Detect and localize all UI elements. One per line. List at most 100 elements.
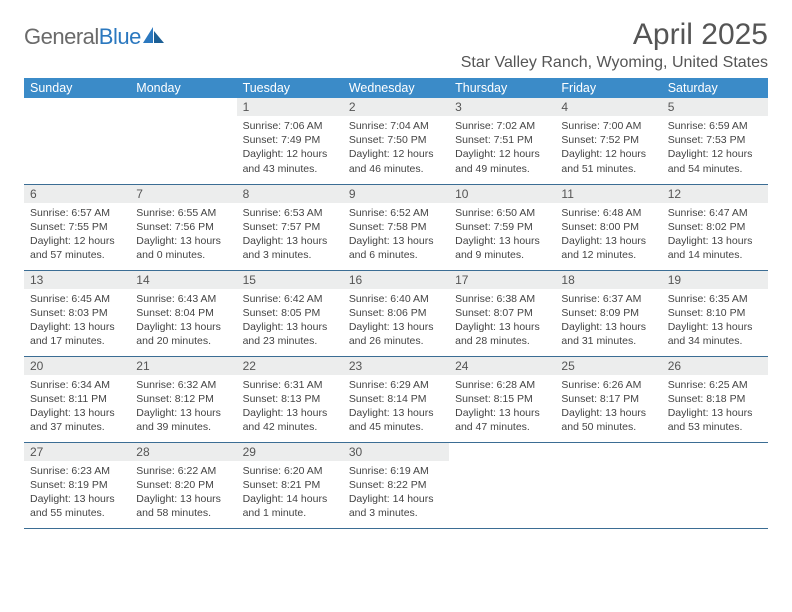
calendar-week-row: 1Sunrise: 7:06 AMSunset: 7:49 PMDaylight… — [24, 98, 768, 184]
calendar-day-cell: 11Sunrise: 6:48 AMSunset: 8:00 PMDayligh… — [555, 184, 661, 270]
calendar-table: SundayMondayTuesdayWednesdayThursdayFrid… — [24, 78, 768, 529]
day-details: Sunrise: 7:00 AMSunset: 7:52 PMDaylight:… — [555, 116, 661, 180]
weekday-header-row: SundayMondayTuesdayWednesdayThursdayFrid… — [24, 78, 768, 98]
day-details: Sunrise: 6:55 AMSunset: 7:56 PMDaylight:… — [130, 203, 236, 267]
page-title: April 2025 — [461, 18, 768, 52]
day-details: Sunrise: 6:28 AMSunset: 8:15 PMDaylight:… — [449, 375, 555, 439]
calendar-day-cell: 5Sunrise: 6:59 AMSunset: 7:53 PMDaylight… — [662, 98, 768, 184]
calendar-week-row: 20Sunrise: 6:34 AMSunset: 8:11 PMDayligh… — [24, 356, 768, 442]
calendar-day-cell: 6Sunrise: 6:57 AMSunset: 7:55 PMDaylight… — [24, 184, 130, 270]
day-number: 18 — [555, 271, 661, 289]
calendar-day-cell: 15Sunrise: 6:42 AMSunset: 8:05 PMDayligh… — [237, 270, 343, 356]
day-details: Sunrise: 6:25 AMSunset: 8:18 PMDaylight:… — [662, 375, 768, 439]
calendar-day-cell: 27Sunrise: 6:23 AMSunset: 8:19 PMDayligh… — [24, 442, 130, 528]
day-number: 12 — [662, 185, 768, 203]
day-details: Sunrise: 7:04 AMSunset: 7:50 PMDaylight:… — [343, 116, 449, 180]
day-number: 23 — [343, 357, 449, 375]
day-number: 17 — [449, 271, 555, 289]
day-number: 13 — [24, 271, 130, 289]
day-details: Sunrise: 6:57 AMSunset: 7:55 PMDaylight:… — [24, 203, 130, 267]
day-number: 8 — [237, 185, 343, 203]
day-number: 30 — [343, 443, 449, 461]
calendar-week-row: 27Sunrise: 6:23 AMSunset: 8:19 PMDayligh… — [24, 442, 768, 528]
logo-sail-icon — [143, 26, 165, 49]
day-number: 9 — [343, 185, 449, 203]
day-details: Sunrise: 6:53 AMSunset: 7:57 PMDaylight:… — [237, 203, 343, 267]
day-number: 3 — [449, 98, 555, 116]
weekday-header: Saturday — [662, 78, 768, 98]
calendar-day-cell: 17Sunrise: 6:38 AMSunset: 8:07 PMDayligh… — [449, 270, 555, 356]
calendar-day-cell: 28Sunrise: 6:22 AMSunset: 8:20 PMDayligh… — [130, 442, 236, 528]
calendar-day-cell: 20Sunrise: 6:34 AMSunset: 8:11 PMDayligh… — [24, 356, 130, 442]
day-details: Sunrise: 6:19 AMSunset: 8:22 PMDaylight:… — [343, 461, 449, 525]
calendar-day-cell: 21Sunrise: 6:32 AMSunset: 8:12 PMDayligh… — [130, 356, 236, 442]
day-number: 2 — [343, 98, 449, 116]
day-number: 15 — [237, 271, 343, 289]
day-number: 16 — [343, 271, 449, 289]
day-details: Sunrise: 6:47 AMSunset: 8:02 PMDaylight:… — [662, 203, 768, 267]
logo: GeneralBlue — [24, 24, 165, 50]
day-details: Sunrise: 6:20 AMSunset: 8:21 PMDaylight:… — [237, 461, 343, 525]
day-number: 14 — [130, 271, 236, 289]
calendar-day-cell: 14Sunrise: 6:43 AMSunset: 8:04 PMDayligh… — [130, 270, 236, 356]
day-details: Sunrise: 6:38 AMSunset: 8:07 PMDaylight:… — [449, 289, 555, 353]
day-number: 20 — [24, 357, 130, 375]
calendar-day-cell: 8Sunrise: 6:53 AMSunset: 7:57 PMDaylight… — [237, 184, 343, 270]
day-details: Sunrise: 7:06 AMSunset: 7:49 PMDaylight:… — [237, 116, 343, 180]
day-details: Sunrise: 6:50 AMSunset: 7:59 PMDaylight:… — [449, 203, 555, 267]
calendar-day-cell: 29Sunrise: 6:20 AMSunset: 8:21 PMDayligh… — [237, 442, 343, 528]
day-number: 1 — [237, 98, 343, 116]
day-details: Sunrise: 6:34 AMSunset: 8:11 PMDaylight:… — [24, 375, 130, 439]
weekday-header: Monday — [130, 78, 236, 98]
weekday-header: Sunday — [24, 78, 130, 98]
day-number: 24 — [449, 357, 555, 375]
calendar-day-cell: 26Sunrise: 6:25 AMSunset: 8:18 PMDayligh… — [662, 356, 768, 442]
day-details: Sunrise: 6:45 AMSunset: 8:03 PMDaylight:… — [24, 289, 130, 353]
calendar-day-cell: 19Sunrise: 6:35 AMSunset: 8:10 PMDayligh… — [662, 270, 768, 356]
page-header: GeneralBlue April 2025 Star Valley Ranch… — [24, 18, 768, 72]
day-details: Sunrise: 6:26 AMSunset: 8:17 PMDaylight:… — [555, 375, 661, 439]
day-details: Sunrise: 6:43 AMSunset: 8:04 PMDaylight:… — [130, 289, 236, 353]
day-number: 7 — [130, 185, 236, 203]
calendar-day-cell: 9Sunrise: 6:52 AMSunset: 7:58 PMDaylight… — [343, 184, 449, 270]
calendar-empty-cell — [449, 442, 555, 528]
calendar-empty-cell — [555, 442, 661, 528]
weekday-header: Wednesday — [343, 78, 449, 98]
logo-text: GeneralBlue — [24, 24, 141, 50]
calendar-day-cell: 25Sunrise: 6:26 AMSunset: 8:17 PMDayligh… — [555, 356, 661, 442]
day-details: Sunrise: 6:48 AMSunset: 8:00 PMDaylight:… — [555, 203, 661, 267]
day-number: 19 — [662, 271, 768, 289]
day-number: 4 — [555, 98, 661, 116]
day-number: 22 — [237, 357, 343, 375]
day-number: 21 — [130, 357, 236, 375]
calendar-day-cell: 18Sunrise: 6:37 AMSunset: 8:09 PMDayligh… — [555, 270, 661, 356]
day-number: 25 — [555, 357, 661, 375]
day-details: Sunrise: 6:31 AMSunset: 8:13 PMDaylight:… — [237, 375, 343, 439]
day-details: Sunrise: 6:52 AMSunset: 7:58 PMDaylight:… — [343, 203, 449, 267]
day-details: Sunrise: 6:32 AMSunset: 8:12 PMDaylight:… — [130, 375, 236, 439]
day-number: 27 — [24, 443, 130, 461]
title-block: April 2025 Star Valley Ranch, Wyoming, U… — [461, 18, 768, 72]
calendar-day-cell: 24Sunrise: 6:28 AMSunset: 8:15 PMDayligh… — [449, 356, 555, 442]
calendar-empty-cell — [24, 98, 130, 184]
weekday-header: Friday — [555, 78, 661, 98]
calendar-day-cell: 23Sunrise: 6:29 AMSunset: 8:14 PMDayligh… — [343, 356, 449, 442]
calendar-empty-cell — [662, 442, 768, 528]
calendar-day-cell: 12Sunrise: 6:47 AMSunset: 8:02 PMDayligh… — [662, 184, 768, 270]
day-details: Sunrise: 6:40 AMSunset: 8:06 PMDaylight:… — [343, 289, 449, 353]
calendar-day-cell: 22Sunrise: 6:31 AMSunset: 8:13 PMDayligh… — [237, 356, 343, 442]
weekday-header: Thursday — [449, 78, 555, 98]
day-details: Sunrise: 6:35 AMSunset: 8:10 PMDaylight:… — [662, 289, 768, 353]
day-details: Sunrise: 6:29 AMSunset: 8:14 PMDaylight:… — [343, 375, 449, 439]
day-number: 6 — [24, 185, 130, 203]
calendar-day-cell: 16Sunrise: 6:40 AMSunset: 8:06 PMDayligh… — [343, 270, 449, 356]
day-details: Sunrise: 6:22 AMSunset: 8:20 PMDaylight:… — [130, 461, 236, 525]
calendar-week-row: 6Sunrise: 6:57 AMSunset: 7:55 PMDaylight… — [24, 184, 768, 270]
logo-text-blue: Blue — [99, 24, 141, 49]
calendar-day-cell: 3Sunrise: 7:02 AMSunset: 7:51 PMDaylight… — [449, 98, 555, 184]
calendar-empty-cell — [130, 98, 236, 184]
location-subtitle: Star Valley Ranch, Wyoming, United State… — [461, 54, 768, 72]
logo-text-general: General — [24, 24, 99, 49]
day-number: 29 — [237, 443, 343, 461]
day-number: 26 — [662, 357, 768, 375]
